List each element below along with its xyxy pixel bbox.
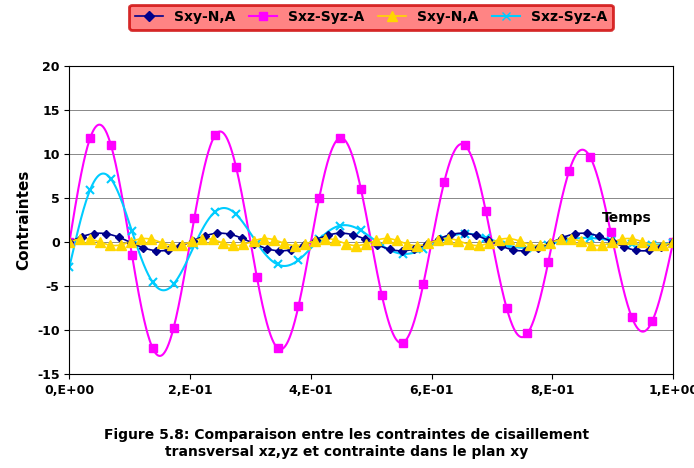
- Y-axis label: Contraintes: Contraintes: [17, 170, 31, 270]
- Legend: Sxy-N,A, Sxz-Syz-A, Sxy-N,A, Sxz-Syz-A: Sxy-N,A, Sxz-Syz-A, Sxy-N,A, Sxz-Syz-A: [130, 5, 613, 29]
- Text: Figure 5.8: Comparaison entre les contraintes de cisaillement
transversal xz,yz : Figure 5.8: Comparaison entre les contra…: [104, 428, 590, 459]
- Text: Temps: Temps: [602, 212, 652, 226]
